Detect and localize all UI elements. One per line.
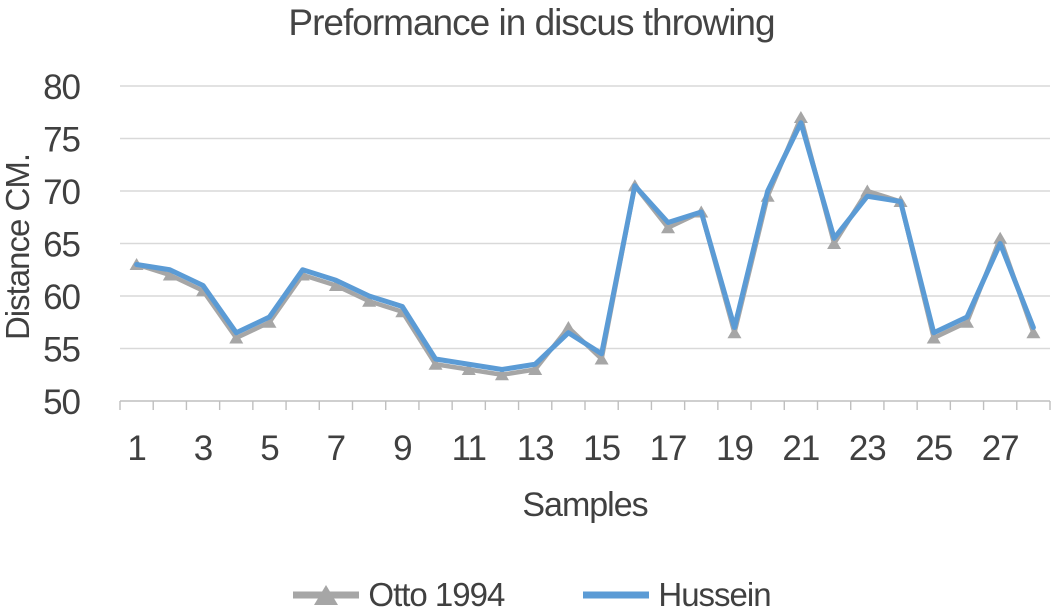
otto-1994-triangle-marker [362, 294, 377, 307]
y-axis-tick-label: 55 [43, 331, 80, 370]
y-axis-tick-label: 70 [43, 173, 80, 212]
x-axis-tick-label: 15 [583, 429, 620, 468]
otto-1994-triangle-marker [428, 357, 443, 370]
otto-1994-triangle-marker [926, 331, 941, 344]
otto-1994-triangle-marker [594, 352, 609, 365]
otto-1994-triangle-marker [993, 231, 1008, 244]
otto-1994-triangle-marker [528, 363, 543, 375]
y-axis-tick-label: 65 [43, 226, 80, 265]
x-axis-tick-label: 23 [849, 429, 886, 468]
otto-1994-triangle-marker [793, 111, 808, 123]
x-axis-tick-label: 13 [517, 429, 554, 468]
chart-legend: Otto 1994 Hussein [0, 576, 1063, 614]
x-axis-tick-label: 25 [915, 429, 952, 468]
otto-1994-triangle-marker [661, 221, 676, 234]
x-axis-tick-label: 5 [260, 429, 278, 468]
otto-1994-triangle-marker [262, 315, 277, 328]
y-axis-tick-label: 50 [43, 383, 80, 422]
x-axis-tick-label: 9 [393, 429, 411, 468]
chart-title: Preformance in discus throwing [288, 2, 775, 43]
otto-1994-triangle-marker [494, 368, 509, 381]
legend-item-otto-1994: Otto 1994 [292, 576, 505, 614]
x-axis-tick-label: 11 [452, 429, 486, 468]
otto-line-triangle-marker-icon [293, 585, 360, 605]
x-axis-tick-label: 21 [782, 429, 819, 468]
x-axis-title: Samples [522, 486, 648, 524]
otto-1994-triangle-marker [860, 184, 875, 197]
legend-label-hussein: Hussein [658, 576, 771, 613]
x-axis-tick-label: 1 [127, 429, 145, 468]
otto-1994-triangle-marker [162, 268, 177, 281]
legend-item-hussein: Hussein [582, 576, 772, 614]
otto-1994-triangle-marker [328, 279, 343, 291]
y-axis-tick-label: 60 [43, 278, 80, 317]
series-hussein-line [134, 120, 1036, 372]
otto-1994-triangle-marker [1026, 326, 1041, 339]
y-axis-tick-label: 75 [43, 121, 80, 160]
otto-1994-triangle-marker [959, 315, 974, 328]
y-axis-tick-label: 80 [43, 68, 80, 107]
series-otto-1994-line [134, 115, 1036, 377]
x-axis-tick-label: 27 [982, 429, 1019, 468]
x-axis-tick-label: 19 [716, 429, 753, 468]
otto-1994-triangle-marker [561, 321, 576, 333]
hussein-line-marker-icon [583, 591, 650, 599]
otto-1994-triangle-marker [727, 326, 742, 339]
legend-label-otto-1994: Otto 1994 [368, 576, 505, 613]
x-axis-tick-label: 3 [194, 429, 212, 468]
otto-1994-triangle-marker [827, 237, 842, 249]
x-axis-tick-label: 17 [650, 429, 687, 468]
otto-1994-triangle-marker [461, 363, 476, 375]
otto-1994-triangle-marker [229, 331, 244, 344]
x-axis-tick-label: 7 [327, 429, 345, 468]
